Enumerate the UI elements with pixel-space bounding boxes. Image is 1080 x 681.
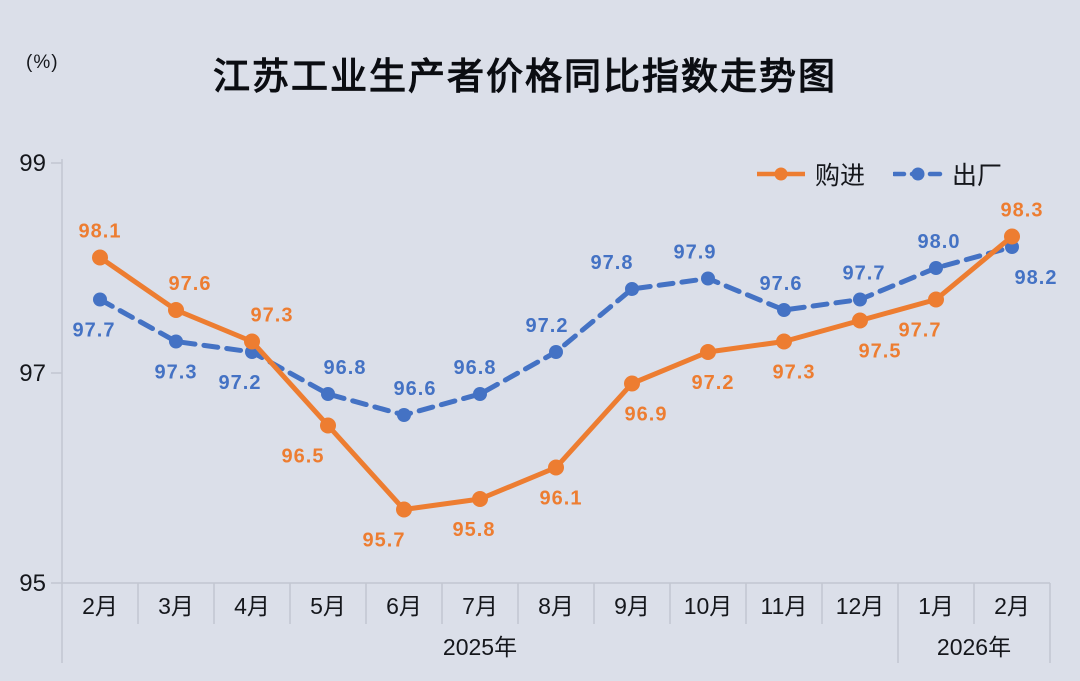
data-point-marker xyxy=(853,292,867,307)
data-point-label: 97.5 xyxy=(859,341,902,363)
data-point-marker xyxy=(929,261,943,275)
data-point-marker xyxy=(700,344,716,360)
x-tick-label: 12月 xyxy=(836,593,885,619)
data-point-label: 95.7 xyxy=(363,530,406,552)
data-point-marker xyxy=(777,303,791,317)
legend-item-purchase: 购进 xyxy=(756,156,865,192)
chart-legend: 购进 出厂 xyxy=(756,156,1002,192)
y-axis-unit-label: (%) xyxy=(26,52,59,73)
data-point-label: 98.0 xyxy=(918,231,961,253)
data-point-label: 97.6 xyxy=(169,273,212,295)
y-tick-label: 97 xyxy=(19,360,46,387)
data-point-marker xyxy=(93,292,107,307)
data-point-marker xyxy=(397,408,411,422)
data-point-label: 98.3 xyxy=(1001,200,1044,222)
data-point-label: 97.7 xyxy=(73,320,116,342)
data-point-label: 97.3 xyxy=(773,362,816,384)
data-point-label: 97.2 xyxy=(219,372,262,394)
data-point-label: 96.9 xyxy=(625,404,668,426)
x-tick-label: 6月 xyxy=(386,593,422,619)
data-point-label: 97.3 xyxy=(251,305,294,327)
x-tick-label: 9月 xyxy=(614,593,650,619)
data-point-marker xyxy=(320,417,336,434)
x-tick-label: 10月 xyxy=(684,593,733,619)
data-point-marker xyxy=(548,459,564,476)
year-label: 2026年 xyxy=(937,634,1011,660)
legend-label-purchase: 购进 xyxy=(815,162,866,190)
x-tick-label: 5月 xyxy=(310,593,346,619)
data-point-marker xyxy=(625,282,639,296)
data-point-marker xyxy=(169,334,183,349)
data-point-label: 97.2 xyxy=(692,372,735,394)
data-point-marker xyxy=(928,291,944,308)
y-tick-label: 99 xyxy=(19,150,46,177)
data-point-label: 97.3 xyxy=(155,362,198,384)
data-point-marker xyxy=(1004,228,1020,245)
x-tick-label: 2月 xyxy=(994,593,1030,619)
purchase-line-swatch-icon xyxy=(757,167,805,181)
data-point-label: 96.8 xyxy=(454,357,497,379)
x-tick-label: 8月 xyxy=(538,593,574,619)
data-point-marker xyxy=(624,375,640,392)
data-point-marker xyxy=(244,333,260,350)
x-tick-label: 4月 xyxy=(234,593,270,619)
data-point-marker xyxy=(701,271,715,286)
data-point-label: 97.6 xyxy=(760,273,803,295)
data-point-marker xyxy=(776,333,792,350)
x-tick-label: 1月 xyxy=(918,593,954,619)
data-point-label: 96.5 xyxy=(282,446,325,468)
data-point-marker xyxy=(473,387,487,401)
x-tick-label: 11月 xyxy=(761,593,808,619)
data-point-label: 97.8 xyxy=(591,252,634,274)
data-point-label: 96.1 xyxy=(540,488,583,510)
data-point-marker xyxy=(396,501,412,518)
data-point-label: 95.8 xyxy=(453,519,496,541)
chart-title: 江苏工业生产者价格同比指数走势图 xyxy=(213,56,837,97)
data-point-marker xyxy=(168,302,184,318)
exfactory-dashed-swatch-icon xyxy=(893,167,944,181)
data-point-label: 97.7 xyxy=(899,320,942,342)
data-point-marker xyxy=(321,387,335,401)
y-tick-label: 95 xyxy=(19,570,46,597)
data-point-label: 97.7 xyxy=(843,263,886,285)
data-point-label: 98.1 xyxy=(79,221,122,243)
legend-label-exfactory: 出厂 xyxy=(952,162,1003,190)
x-tick-label: 7月 xyxy=(462,593,498,619)
data-point-marker xyxy=(472,491,488,507)
data-point-marker xyxy=(549,345,563,359)
data-point-marker xyxy=(92,249,108,266)
data-point-marker xyxy=(852,312,868,329)
year-label: 2025年 xyxy=(443,634,517,660)
data-point-label: 96.8 xyxy=(324,357,367,379)
data-point-label: 96.6 xyxy=(394,378,437,400)
data-point-label: 97.2 xyxy=(526,315,569,337)
x-tick-label: 3月 xyxy=(158,593,194,619)
data-point-label: 97.9 xyxy=(674,242,717,264)
legend-item-exfactory: 出厂 xyxy=(893,156,1002,192)
x-tick-label: 2月 xyxy=(82,593,118,619)
data-point-label: 98.2 xyxy=(1015,267,1058,289)
